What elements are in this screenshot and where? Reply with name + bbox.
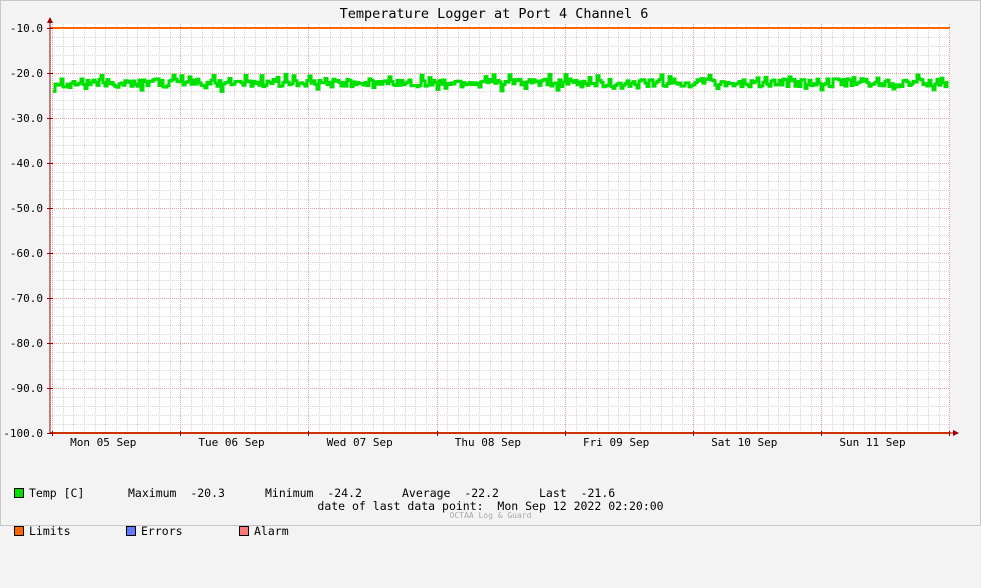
alarm-swatch-icon [239, 525, 249, 536]
minimum-label: Minimum [265, 486, 314, 500]
x-axis-arrow-icon [953, 430, 959, 436]
last-data-point-value: Mon Sep 12 2022 02:20:00 [497, 499, 664, 513]
x-tick-label: Sun 11 Sep [839, 436, 905, 449]
y-tick-label: -40.0 [10, 157, 43, 170]
y-tick-label: -100.0 [3, 427, 43, 440]
legend-temp-label: Temp [C] [29, 486, 85, 500]
maximum-label: Maximum [128, 486, 177, 500]
y-tick-label: -10.0 [10, 22, 43, 35]
last-label: Last [539, 486, 567, 500]
credit-watermark: OCTAA Log & Guard [449, 511, 532, 520]
x-tick-label: Tue 06 Sep [198, 436, 264, 449]
y-tick-label: -70.0 [10, 292, 43, 305]
stat-last: Last -21.6 [539, 487, 615, 500]
legend-row-temp: Temp [C] Maximum -20.3 Minimum -24.2 Ave… [14, 487, 615, 500]
x-tick-label: Wed 07 Sep [327, 436, 393, 449]
axis-labels: -10.0 -20.0 -30.0 -40.0 -50.0 -60.0 -70.0 -80.0… [3, 22, 905, 449]
maximum-value: -20.3 [190, 486, 225, 500]
stat-minimum: Minimum -24.2 [265, 487, 362, 500]
last-data-point: date of last data point: Mon Sep 12 2022… [0, 499, 981, 513]
x-tick-label: Sat 10 Sep [711, 436, 777, 449]
stat-average: Average -22.2 [402, 487, 499, 500]
average-label: Average [402, 486, 451, 500]
chart-title: Temperature Logger at Port 4 Channel 6 [340, 6, 649, 22]
errors-swatch-icon [126, 525, 136, 536]
temp-swatch-icon [14, 488, 24, 498]
y-tick-label: -80.0 [10, 337, 43, 350]
legend-item-alarm: Alarm [239, 524, 289, 538]
legend-item-errors: Errors [126, 524, 183, 538]
minimum-value: -24.2 [327, 486, 362, 500]
limits-swatch-icon [14, 525, 24, 536]
stat-maximum: Maximum -20.3 [128, 487, 225, 500]
temperature-line [53, 72, 949, 93]
average-value: -22.2 [464, 486, 499, 500]
y-tick-label: -30.0 [10, 112, 43, 125]
legend-item-temp: Temp [C] [14, 487, 84, 500]
axes [47, 17, 959, 436]
y-tick-label: -90.0 [10, 382, 43, 395]
x-tick-label: Thu 08 Sep [455, 436, 521, 449]
graph-panel: Temperature Logger at Port 4 Channel 6 -… [0, 0, 981, 537]
temperature-chart: Temperature Logger at Port 4 Channel 6 -… [0, 0, 981, 526]
y-tick-label: -20.0 [10, 67, 43, 80]
x-tick-label: Mon 05 Sep [70, 436, 136, 449]
last-value: -21.6 [580, 486, 616, 500]
grid-lines [50, 24, 950, 434]
y-axis-arrow-icon [47, 17, 53, 23]
legend-item-limits: Limits [14, 524, 71, 538]
legend-row-limits: Limits Errors Alarm [14, 524, 289, 538]
x-tick-label: Fri 09 Sep [583, 436, 649, 449]
last-data-point-label: date of last data point: [317, 499, 484, 513]
y-tick-label: -60.0 [10, 247, 43, 260]
y-tick-label: -50.0 [10, 202, 43, 215]
